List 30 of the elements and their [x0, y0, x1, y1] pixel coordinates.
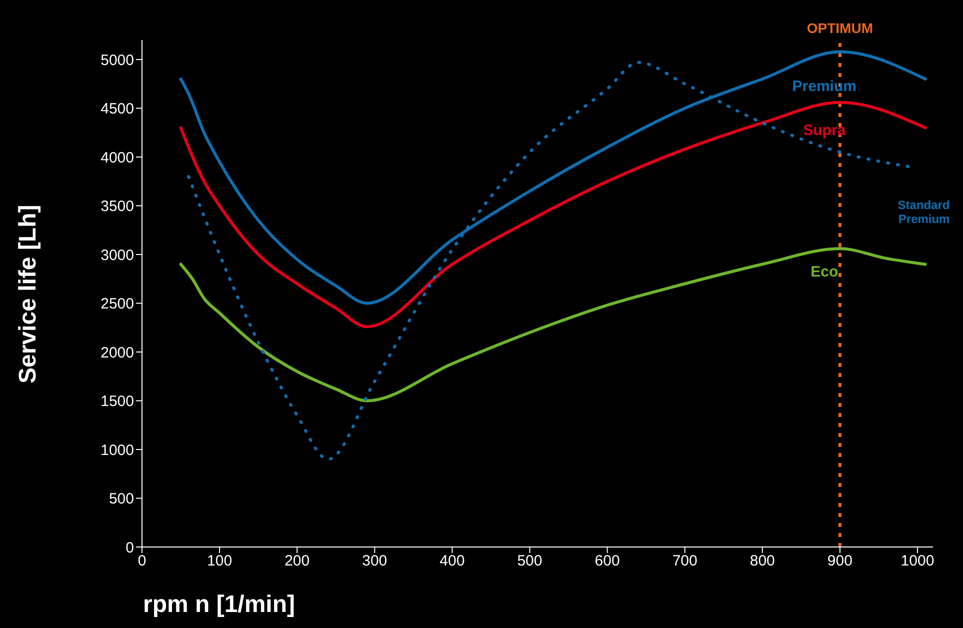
ref-line-label: OPTIMUM — [806, 20, 873, 36]
y-tick-label: 3000 — [100, 246, 134, 264]
x-tick-label: 700 — [672, 552, 698, 570]
y-tick-label: 500 — [108, 490, 134, 508]
y-tick-label: 1000 — [100, 442, 134, 459]
x-tick-label: 1000 — [900, 552, 934, 570]
y-tick-label: 4000 — [100, 149, 134, 166]
x-tick-label: 200 — [284, 552, 310, 570]
series-label: Premium — [792, 78, 856, 95]
y-tick-label: 4500 — [100, 100, 134, 118]
x-tick-label: 400 — [440, 552, 465, 570]
y-tick-label: 5000 — [100, 52, 134, 69]
x-tick-label: 300 — [362, 552, 388, 570]
y-tick-label: 2000 — [100, 344, 134, 362]
y-axis-title: Service life [Lh] — [14, 204, 42, 384]
series-label: Supra — [803, 122, 846, 139]
line-series — [179, 247, 927, 402]
series-label: Eco — [810, 263, 838, 280]
x-tick-label: 900 — [827, 552, 852, 570]
y-tick-label: 3500 — [100, 198, 134, 216]
y-tick-label: 2500 — [100, 296, 134, 313]
y-tick-label: 1500 — [100, 393, 134, 410]
x-tick-label: 800 — [750, 552, 775, 570]
x-tick-label: 600 — [594, 552, 620, 570]
y-tick-label: 0 — [126, 539, 134, 556]
x-tick-label: 100 — [207, 552, 232, 570]
x-axis-title: rpm n [1/min] — [143, 591, 296, 618]
x-tick-label: 500 — [517, 552, 542, 570]
x-tick-label: 0 — [138, 552, 146, 570]
text: Standard Premium — [898, 198, 950, 226]
